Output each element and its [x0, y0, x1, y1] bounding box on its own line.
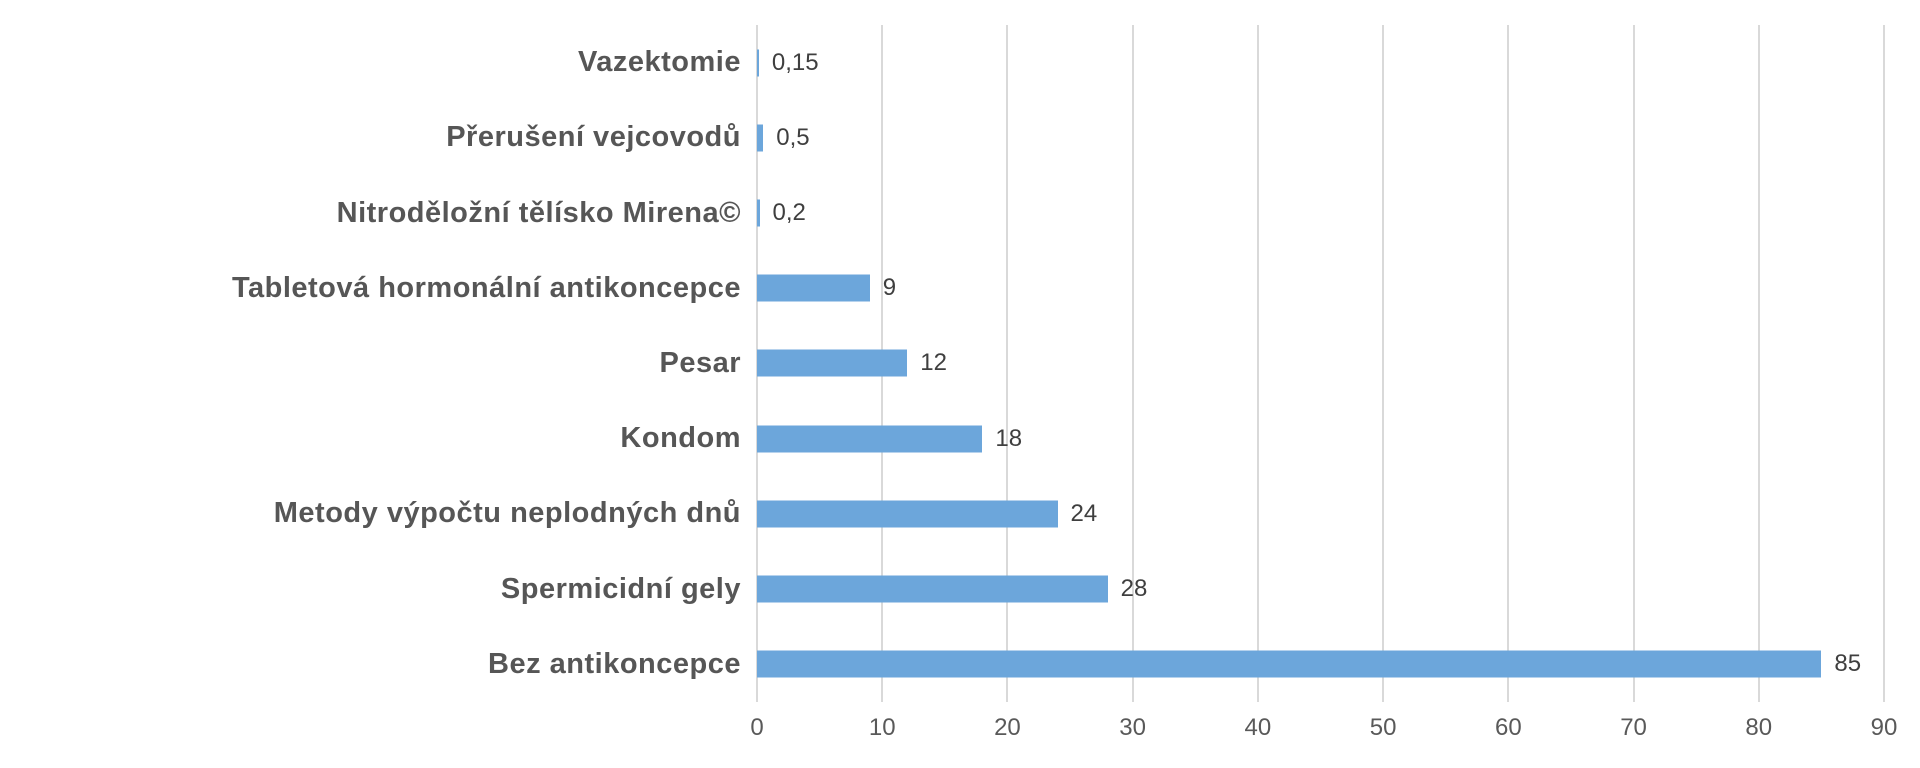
x-tick-label: 90 — [1870, 714, 1898, 741]
category-label: Spermicidní gely — [500, 572, 741, 605]
table-row: Přerušení vejcovodů 0,5 — [0, 100, 1884, 175]
category-label: Kondom — [620, 422, 741, 455]
x-tick-label: 20 — [994, 714, 1021, 741]
bar — [757, 49, 759, 77]
category-label: Přerušení vejcovodů — [446, 121, 741, 154]
x-tick-label: 60 — [1494, 714, 1522, 741]
x-tick-label: 0 — [750, 714, 764, 741]
category-label: Pesar — [659, 346, 741, 379]
value-label: 9 — [882, 274, 897, 302]
x-axis-tick-labels: 0 10 20 30 40 50 60 70 80 90 — [750, 714, 1897, 746]
bar-track: 0,5 — [757, 100, 1884, 175]
bar-track: 28 — [757, 552, 1884, 627]
gridline — [1382, 25, 1385, 702]
bar-track: 18 — [757, 401, 1884, 476]
gridline — [1006, 25, 1009, 702]
x-tick-label: 50 — [1369, 714, 1397, 741]
category-label: Bez antikoncepce — [488, 647, 741, 680]
gridline — [1883, 25, 1885, 702]
bar-track: 0,2 — [757, 175, 1884, 250]
table-row: Bez antikoncepce 85 — [0, 627, 1884, 702]
table-row: Tabletová hormonální antikoncepce 9 — [0, 251, 1884, 326]
table-row: Kondom 18 — [0, 401, 1884, 476]
x-tick-label: 80 — [1745, 714, 1773, 741]
value-label: 28 — [1120, 575, 1148, 603]
table-row: Pesar 12 — [0, 326, 1884, 401]
bar — [757, 124, 764, 152]
category-label: Nitroděložní tělísko Mirena© — [336, 196, 741, 229]
gridline — [1757, 25, 1760, 702]
value-label: 0,5 — [776, 123, 810, 151]
table-row: Vazektomie 0,15 — [0, 25, 1884, 100]
value-label: 12 — [920, 349, 947, 377]
gridline — [1507, 25, 1510, 702]
bar — [757, 575, 1108, 603]
bar-rows: Vazektomie 0,15 Přerušení vejcovodů 0,5 Nitr… — [0, 25, 1884, 702]
bar-track: 0,15 — [757, 25, 1884, 100]
table-row: Metody výpočtu neplodných dnů 24 — [0, 476, 1884, 551]
bar — [757, 199, 760, 227]
category-label: Vazektomie — [578, 46, 741, 79]
bar-track: 24 — [757, 476, 1884, 551]
bar — [757, 500, 1058, 528]
bar — [757, 425, 983, 453]
table-row: Spermicidní gely 28 — [0, 552, 1884, 627]
category-label: Metody výpočtu neplodných dnů — [273, 497, 741, 530]
value-label: 0,15 — [771, 48, 819, 76]
table-row: Nitroděložní tělísko Mirena© 0,2 — [0, 175, 1884, 250]
bar — [757, 650, 1822, 678]
gridline — [1131, 25, 1134, 702]
bar — [757, 349, 908, 377]
value-label: 85 — [1834, 650, 1862, 678]
gridline — [1256, 25, 1259, 702]
gridline — [1632, 25, 1635, 702]
bar — [757, 274, 870, 302]
value-label: 0,2 — [772, 199, 806, 227]
x-tick-label: 40 — [1244, 714, 1272, 741]
category-label: Tabletová hormonální antikoncepce — [231, 271, 741, 304]
bar-track: 12 — [757, 326, 1884, 401]
value-label: 24 — [1070, 499, 1098, 527]
x-tick-label: 70 — [1620, 714, 1647, 741]
x-tick-label: 30 — [1119, 714, 1147, 741]
x-tick-label: 10 — [868, 714, 896, 741]
bar-track: 9 — [757, 251, 1884, 326]
bar-track: 85 — [757, 627, 1884, 702]
value-label: 18 — [995, 424, 1023, 452]
